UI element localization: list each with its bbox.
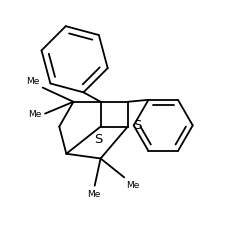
Text: Me: Me <box>27 77 40 86</box>
Text: Me: Me <box>87 190 100 199</box>
Text: Me: Me <box>28 110 42 119</box>
Text: S: S <box>95 133 103 146</box>
Text: S: S <box>133 119 141 132</box>
Text: Me: Me <box>127 181 140 190</box>
